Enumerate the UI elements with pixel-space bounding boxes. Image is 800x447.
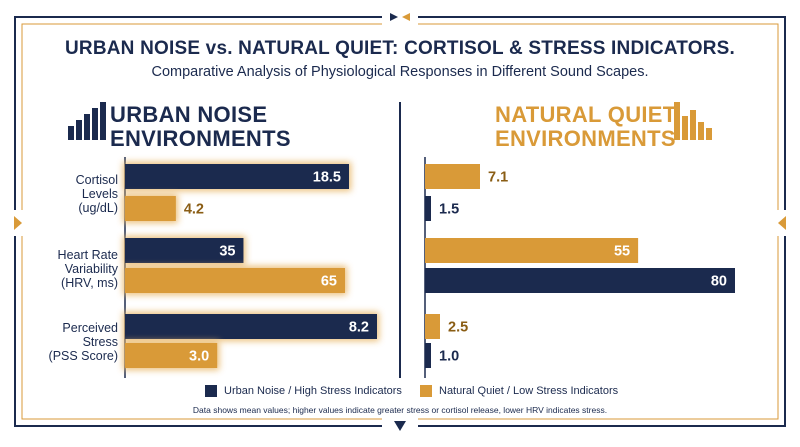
bar-rect: [425, 314, 440, 339]
bar-value-label: 2.5: [448, 320, 468, 336]
category-label-stress: Perceived Stress (PSS Score): [18, 321, 118, 363]
bar-value-label: 18.5: [313, 170, 341, 186]
footnote: Data shows mean values; higher values in…: [192, 405, 608, 415]
bar-value-label: 4.2: [184, 202, 204, 218]
chart-subtitle: Comparative Analysis of Physiological Re…: [151, 64, 649, 80]
right-panel-title-line-2: ENVIRONMENTS: [495, 126, 676, 151]
ornament-bottom-icon: [394, 421, 406, 431]
left-bar-2-secondary: 3.0: [123, 341, 220, 370]
left-bar-2-primary: 8.2: [123, 312, 379, 341]
category-label-line: (HRV, ms): [61, 276, 118, 290]
bar-rect: [425, 343, 431, 368]
bar-value-label: 8.2: [349, 320, 369, 336]
category-label-line: Heart Rate: [57, 248, 118, 262]
left-panel-title-line-2: ENVIRONMENTS: [110, 126, 291, 151]
category-label-cortisol: Cortisol Levels (ug/dL): [18, 173, 118, 215]
left-panel-title: URBAN NOISE ENVIRONMENTS: [110, 103, 291, 151]
bar-rect: [125, 238, 244, 263]
category-label-line: (PSS Score): [48, 349, 118, 363]
left-bar-0-primary: 18.5: [123, 162, 351, 191]
bar-value-label: 80: [711, 274, 727, 290]
category-label-line: Cortisol: [75, 173, 118, 187]
category-label-line: Variability: [64, 262, 118, 276]
ornament-left-icon: [14, 216, 22, 230]
bar-value-label: 35: [219, 244, 235, 260]
left-bar-0-secondary: 4.2: [123, 194, 204, 223]
right-panel-title-line-1: NATURAL QUIET: [495, 102, 677, 127]
bar-value-label: 65: [321, 274, 337, 290]
right-bar-0-primary: 7.1: [425, 164, 508, 189]
bar-value-label: 55: [614, 244, 630, 260]
right-bar-1-secondary: 80: [425, 268, 735, 293]
legend-label-natural: Natural Quiet / Low Stress Indicators: [439, 385, 619, 397]
legend-swatch-gold: [420, 385, 432, 397]
left-panel-title-line-1: URBAN NOISE: [110, 102, 268, 127]
right-bar-2-secondary: 1.0: [425, 343, 459, 368]
left-bar-1-primary: 35: [123, 236, 246, 265]
ornament-right-icon: [778, 216, 786, 230]
bar-rect: [125, 268, 345, 293]
left-bar-1-secondary: 65: [123, 266, 347, 295]
bar-value-label: 1.0: [439, 349, 459, 365]
bar-value-label: 7.1: [488, 170, 508, 186]
bar-rect: [425, 164, 480, 189]
bar-value-label: 3.0: [189, 349, 209, 365]
legend-item-natural: Natural Quiet / Low Stress Indicators: [420, 385, 618, 397]
bar-chart-icon: [674, 102, 712, 140]
legend-swatch-navy: [205, 385, 217, 397]
category-label-line: (ug/dL): [78, 201, 118, 215]
right-bar-0-secondary: 1.5: [425, 196, 459, 221]
bar-value-label: 1.5: [439, 202, 459, 218]
bar-rect: [425, 196, 431, 221]
right-bar-1-primary: 55: [425, 238, 639, 263]
bar-rect: [425, 268, 735, 293]
bar-rect: [125, 196, 176, 221]
bar-rect: [125, 343, 218, 368]
category-label-line: Stress: [82, 335, 118, 349]
bar-rect: [425, 238, 639, 263]
ornament-top-left-icon: [390, 13, 398, 21]
category-label-hrv: Heart Rate Variability (HRV, ms): [18, 248, 118, 290]
category-label-line: Levels: [81, 187, 118, 201]
bar-rect: [125, 164, 349, 189]
right-bar-2-primary: 2.5: [425, 314, 468, 339]
chart-title: URBAN NOISE vs. NATURAL QUIET: CORTISOL …: [64, 38, 736, 59]
category-label-line: Perceived: [62, 321, 118, 335]
bar-rect: [125, 314, 377, 339]
right-panel-title: NATURAL QUIET ENVIRONMENTS: [495, 103, 677, 151]
ornament-top-right-icon: [402, 13, 410, 21]
legend-item-urban: Urban Noise / High Stress Indicators: [205, 385, 402, 397]
legend-label-urban: Urban Noise / High Stress Indicators: [224, 385, 402, 397]
bar-chart-icon: [68, 102, 106, 140]
